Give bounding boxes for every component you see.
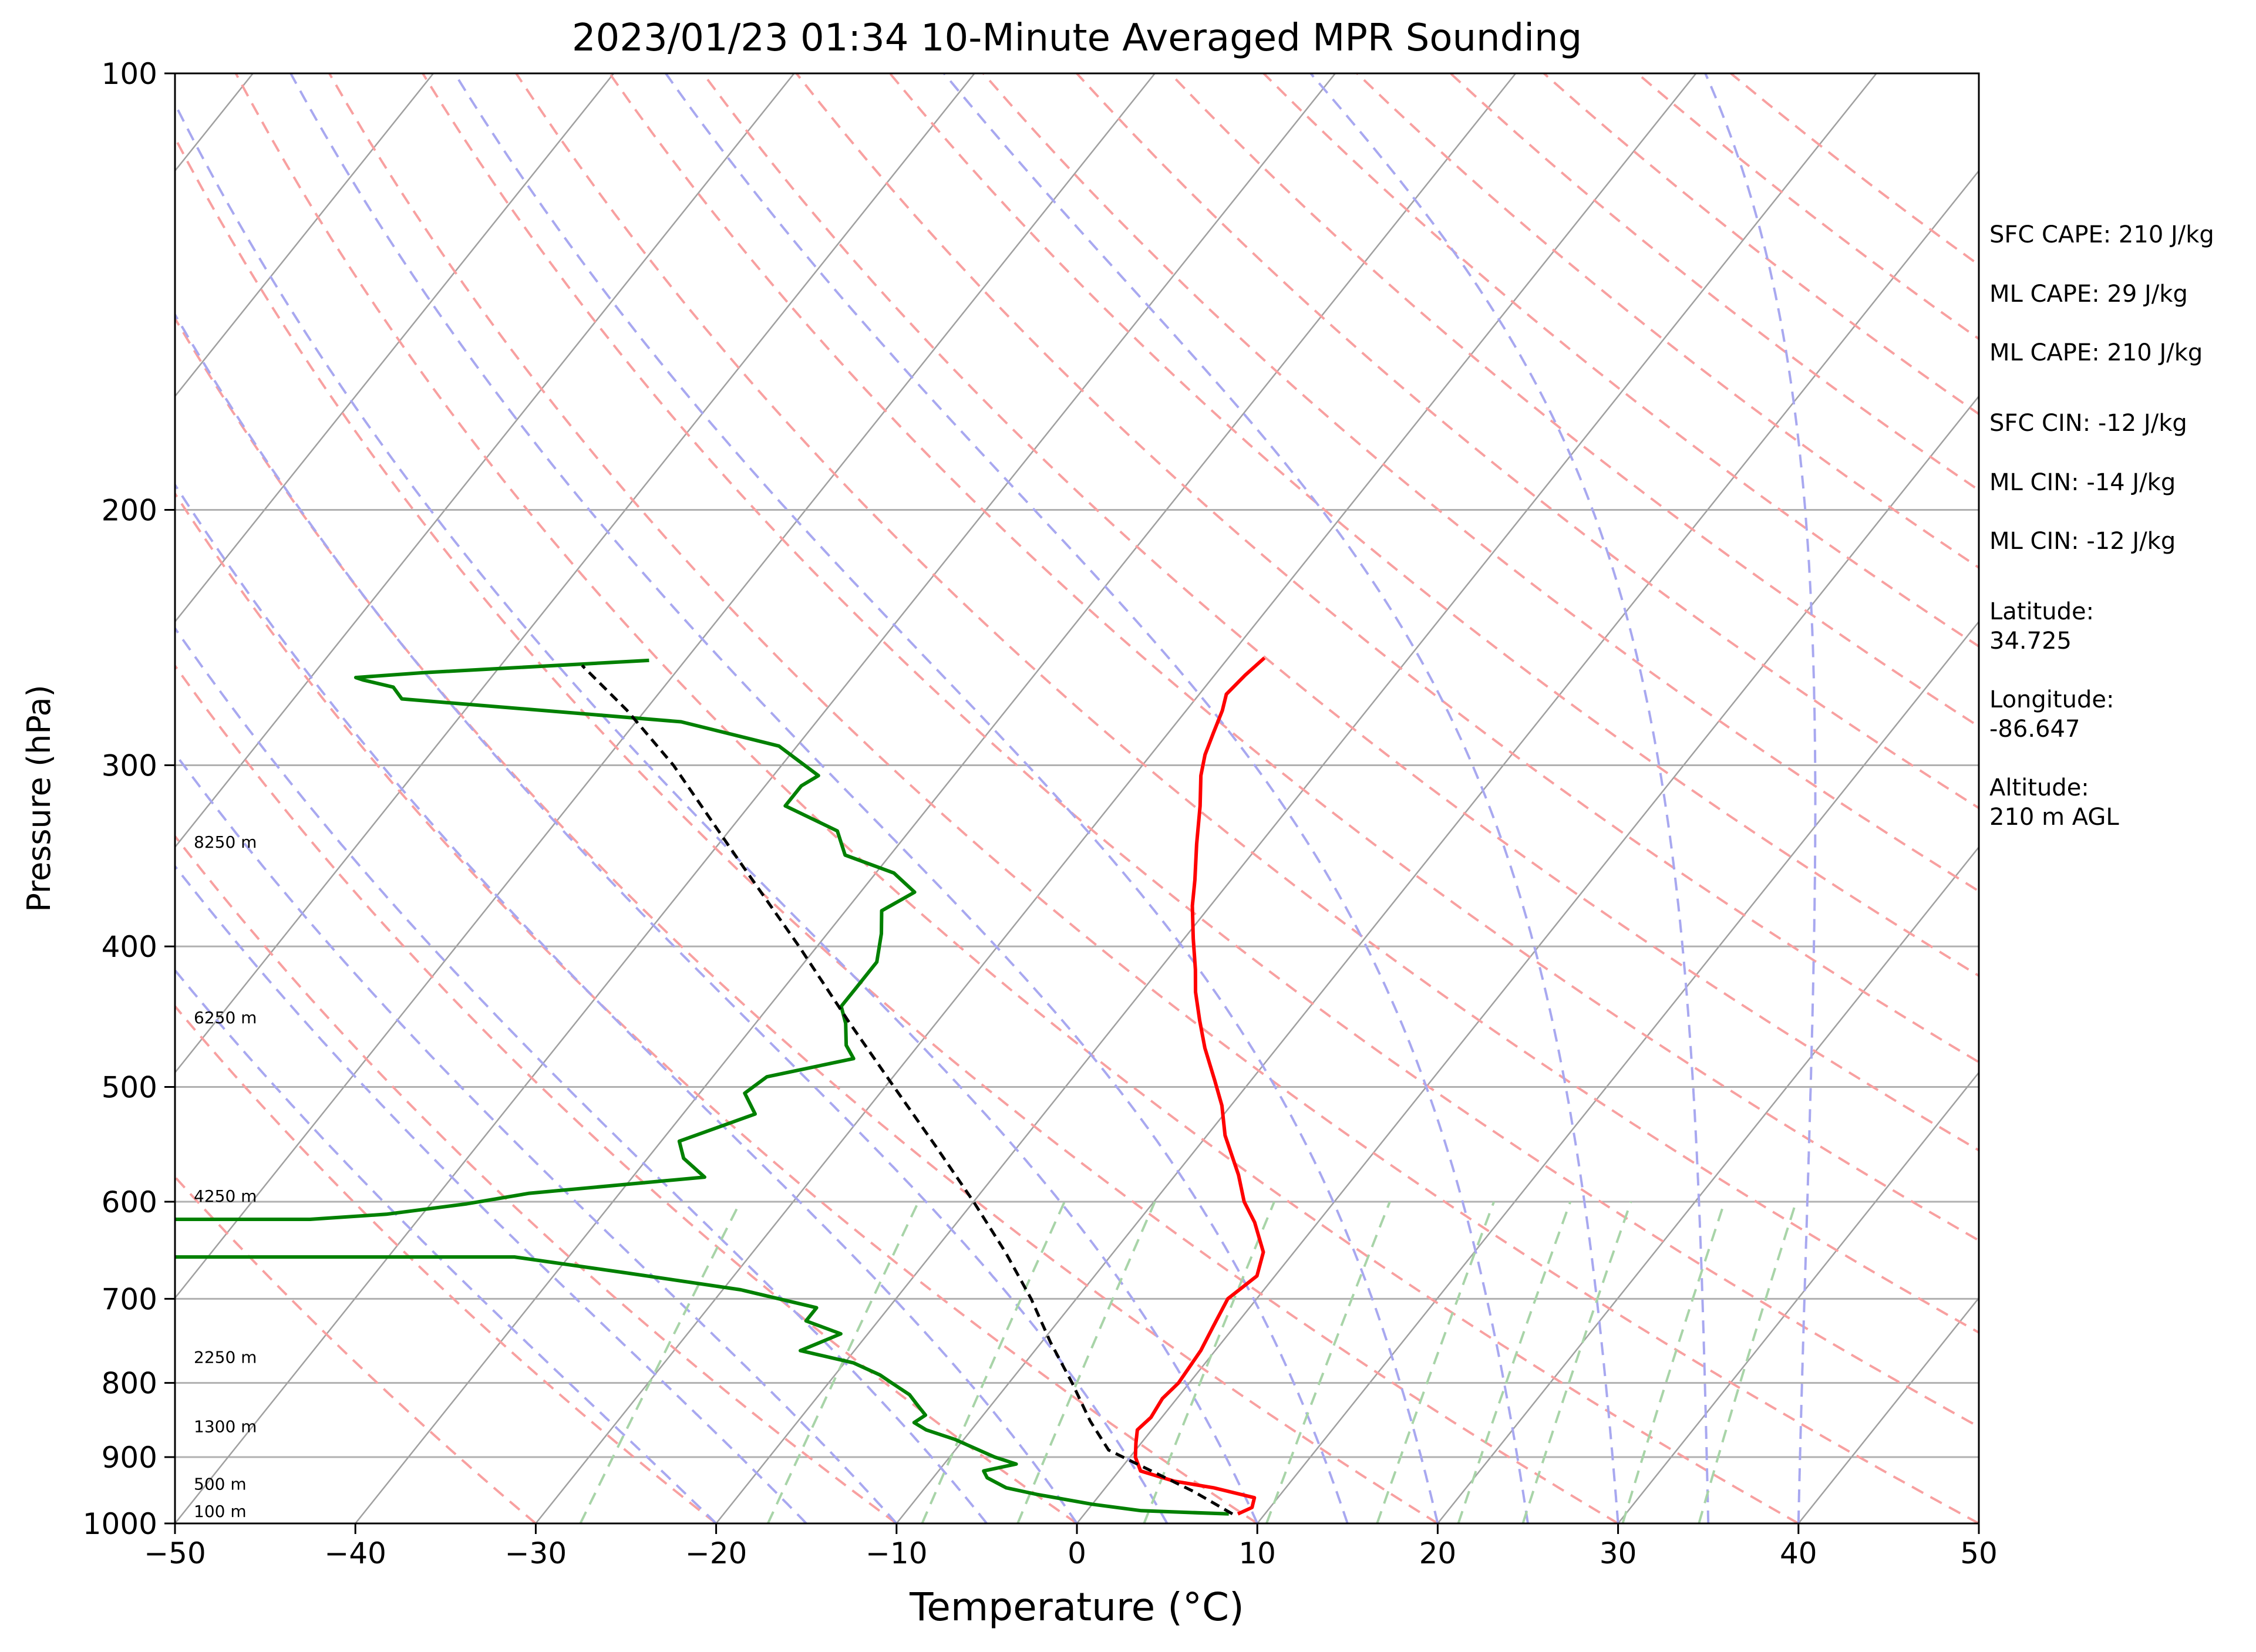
x-tick-label: 10: [1238, 1536, 1276, 1570]
y-axis-label: Pressure (hPa): [21, 685, 58, 912]
x-tick-label: −10: [866, 1536, 928, 1570]
ml-cin-label: ML CIN: -14 J/kg: [1989, 469, 2176, 496]
x-tick-label: 30: [1600, 1536, 1637, 1570]
x-tick-label: 40: [1780, 1536, 1817, 1570]
y-tick-label: 1000: [83, 1507, 157, 1541]
sfc-cin-label: SFC CIN: -12 J/kg: [1989, 410, 2187, 437]
x-tick-label: −30: [505, 1536, 567, 1570]
y-tick-label: 900: [102, 1441, 157, 1475]
x-tick-label: −50: [144, 1536, 206, 1570]
height-label: 4250 m: [194, 1186, 257, 1206]
y-tick-label: 400: [102, 930, 157, 964]
latitude-label: Latitude:: [1989, 598, 2094, 625]
ml-cin-label-2: ML CIN: -12 J/kg: [1989, 528, 2176, 555]
longitude-value: -86.647: [1989, 716, 2080, 743]
ml-cape-label-2: ML CAPE: 210 J/kg: [1989, 339, 2203, 366]
x-tick-label: −20: [685, 1536, 747, 1570]
longitude-label: Longitude:: [1989, 686, 2114, 713]
height-label: 500 m: [194, 1475, 247, 1494]
y-tick-label: 300: [102, 749, 157, 783]
height-label: 1300 m: [194, 1417, 257, 1436]
altitude-label: Altitude:: [1989, 774, 2089, 801]
y-tick-label: 800: [102, 1367, 157, 1401]
y-tick-label: 600: [102, 1185, 157, 1219]
x-tick-label: 0: [1068, 1536, 1086, 1570]
x-tick-label: 20: [1419, 1536, 1457, 1570]
x-tick-label: −40: [324, 1536, 386, 1570]
x-axis-label: Temperature (°C): [909, 1584, 1244, 1630]
height-label: 6250 m: [194, 1008, 257, 1027]
y-tick-label: 700: [102, 1282, 157, 1316]
height-label: 2250 m: [194, 1348, 257, 1367]
chart-title: 2023/01/23 01:34 10-Minute Averaged MPR …: [572, 16, 1582, 60]
x-tick-label: 50: [1960, 1536, 1998, 1570]
height-label: 100 m: [194, 1502, 247, 1521]
y-tick-label: 200: [102, 494, 157, 528]
height-label: 8250 m: [194, 832, 257, 852]
ml-cape-label: ML CAPE: 29 J/kg: [1989, 281, 2188, 308]
y-tick-label: 100: [102, 57, 157, 91]
latitude-value: 34.725: [1989, 628, 2072, 655]
y-tick-label: 500: [102, 1070, 157, 1104]
sfc-cape-label: SFC CAPE: 210 J/kg: [1989, 221, 2214, 248]
altitude-value: 210 m AGL: [1989, 804, 2119, 831]
